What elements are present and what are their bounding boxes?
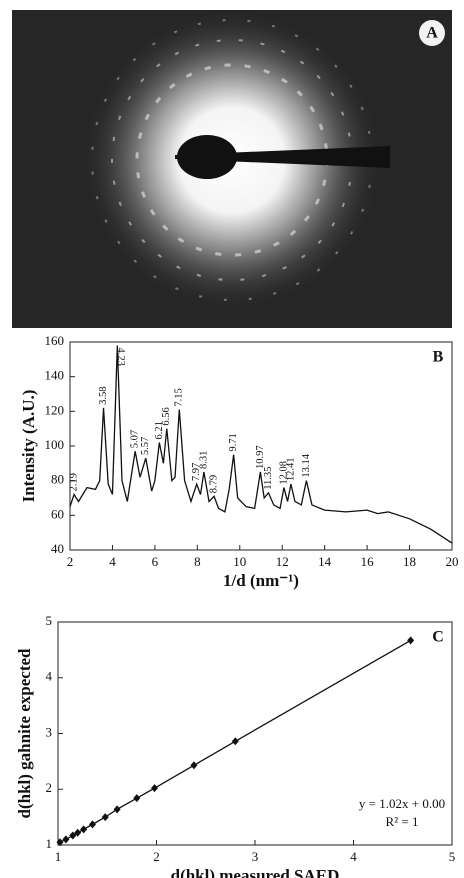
data-point	[88, 820, 96, 829]
y-tick-label: 4	[46, 669, 53, 684]
y-tick-label: 1	[46, 836, 53, 851]
x-tick-label: 3	[252, 849, 259, 864]
peak-label: 8.79	[209, 475, 220, 493]
spectrum-line	[69, 345, 453, 544]
diffraction-image: A	[12, 10, 452, 328]
peak-label: 3.58	[98, 386, 109, 404]
x-tick-label: 12	[276, 554, 289, 569]
x-tick-label: 16	[361, 554, 375, 569]
y-tick-label: 140	[45, 368, 65, 383]
label-circle	[419, 20, 445, 46]
x-tick-label: 14	[318, 554, 332, 569]
x-axis-label: d(hkl) measured SAED	[171, 866, 340, 878]
y-tick-label: 160	[45, 333, 65, 348]
data-point	[133, 794, 141, 803]
panel-label: C	[432, 629, 444, 646]
data-point	[69, 831, 77, 840]
data-point	[62, 835, 70, 844]
x-tick-label: 2	[67, 554, 74, 569]
x-axis-label: 1/d (nm⁻¹)	[223, 571, 299, 590]
panel-label: B	[433, 349, 444, 366]
x-tick-label: 6	[152, 554, 159, 569]
peak-label: 2.19	[68, 473, 79, 491]
annotation: y = 1.02x + 0.00	[359, 796, 445, 811]
x-tick-label: 4	[350, 849, 357, 864]
data-point	[231, 737, 239, 746]
beam-stop-arm	[175, 146, 390, 168]
y-axis-label: Intensity (A.U.)	[19, 390, 38, 503]
data-point	[407, 636, 415, 645]
data-point	[56, 838, 64, 847]
peak-label: 6.21	[154, 421, 165, 439]
x-tick-label: 1	[55, 849, 62, 864]
peak-label: 10.97	[255, 445, 266, 469]
peak-label: 12.41	[285, 458, 296, 482]
data-point	[74, 828, 82, 837]
y-tick-label: 2	[46, 780, 53, 795]
peak-label: 7.15	[174, 388, 185, 406]
data-point	[190, 761, 198, 770]
y-tick-label: 5	[46, 613, 53, 628]
y-tick-label: 40	[51, 541, 64, 556]
data-point	[113, 805, 121, 814]
peak-label: 8.31	[198, 451, 209, 469]
peak-label: 11.35	[263, 467, 274, 490]
peak-label: 9.71	[228, 433, 239, 451]
y-tick-label: 80	[51, 472, 64, 487]
y-tick-label: 120	[45, 402, 65, 417]
x-tick-label: 2	[153, 849, 160, 864]
y-axis-label: d(hkl) gahnite expected	[15, 648, 34, 819]
panel-label: A	[426, 25, 438, 42]
peak-label: 6.56	[161, 407, 172, 425]
peak-label: 12.08	[278, 461, 289, 485]
peak-label: 4.23	[115, 347, 126, 365]
data-point	[80, 825, 88, 834]
y-tick-label: 100	[45, 437, 65, 452]
peak-label: 5.07	[130, 430, 141, 448]
y-tick-label: 3	[46, 724, 53, 739]
peak-label: 7.97	[191, 463, 202, 481]
y-tick-label: 60	[51, 506, 64, 521]
data-point	[101, 813, 109, 822]
peak-label: 13.14	[301, 453, 312, 477]
data-point	[151, 784, 159, 793]
x-tick-label: 18	[403, 554, 416, 569]
x-tick-label: 8	[194, 554, 201, 569]
x-tick-label: 10	[233, 554, 246, 569]
x-tick-label: 20	[446, 554, 459, 569]
peak-label: 5.57	[140, 437, 151, 455]
annotation: R² = 1	[386, 814, 419, 829]
x-tick-label: 5	[449, 849, 456, 864]
x-tick-label: 4	[109, 554, 116, 569]
